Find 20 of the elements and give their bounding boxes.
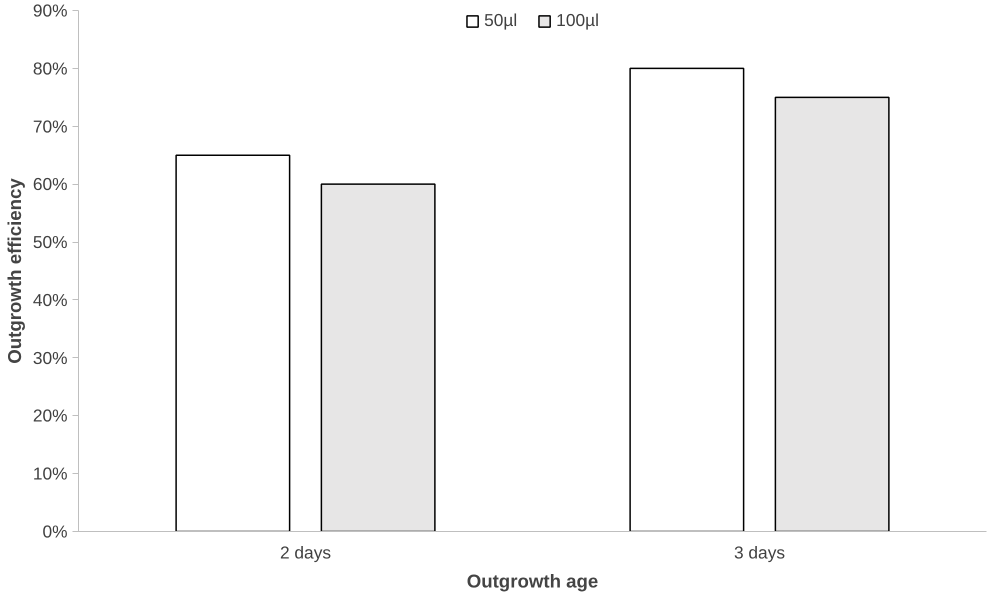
x-tick-label: 3 days: [734, 542, 786, 562]
y-tick-label: 70%: [32, 116, 68, 136]
x-axis-title: Outgrowth age: [466, 570, 598, 592]
legend-label: 50µl: [484, 10, 518, 31]
y-tick-label: 90%: [32, 0, 68, 20]
y-tick-label: 40%: [32, 290, 68, 310]
y-tick-label: 10%: [32, 464, 68, 484]
bar: [774, 96, 890, 532]
y-tick-label: 20%: [32, 406, 68, 426]
y-tick-label: 30%: [32, 348, 68, 368]
y-tick-label: 80%: [32, 58, 68, 78]
bar: [175, 154, 290, 532]
y-tick-label: 0%: [42, 522, 68, 542]
y-axis-title: Outgrowth efficiency: [4, 178, 25, 364]
legend-label: 100µl: [556, 10, 599, 31]
bar: [629, 68, 744, 532]
y-tick-label: 50%: [32, 232, 68, 252]
bar: [320, 183, 436, 532]
y-tick-label: 60%: [32, 174, 68, 194]
x-tick-label: 2 days: [280, 542, 332, 562]
